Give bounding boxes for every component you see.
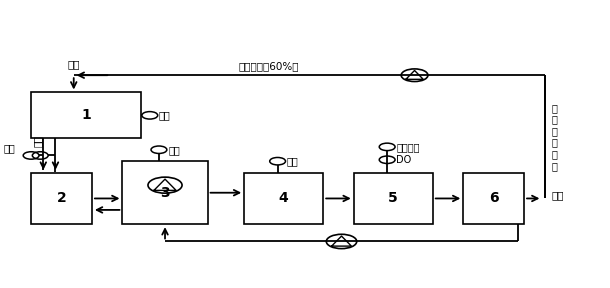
Text: 搞拌: 搞拌: [159, 110, 171, 120]
Text: 变频曝气: 变频曝气: [396, 142, 420, 152]
Text: 污泥回流（60%）: 污泥回流（60%）: [239, 61, 299, 71]
Text: 搞拌: 搞拌: [168, 145, 180, 155]
Bar: [31, 173, 92, 224]
Text: 出水: 出水: [551, 191, 564, 200]
Bar: [354, 173, 433, 224]
Text: 4: 4: [279, 192, 289, 205]
Text: 进水: 进水: [68, 60, 80, 69]
Text: 搞拌: 搞拌: [32, 135, 42, 147]
Text: 剩
余
污
泥
排
放: 剩 余 污 泥 排 放: [551, 103, 558, 171]
Bar: [463, 173, 524, 224]
Text: 搞拌: 搞拌: [4, 143, 16, 153]
Text: 搞拌: 搞拌: [287, 156, 298, 166]
Text: 3: 3: [160, 186, 170, 200]
Text: 5: 5: [389, 192, 398, 205]
Text: 6: 6: [489, 192, 498, 205]
Text: 1: 1: [81, 108, 91, 122]
Text: 2: 2: [57, 192, 66, 205]
Bar: [244, 173, 323, 224]
Bar: [123, 161, 207, 224]
Text: DO: DO: [396, 155, 412, 165]
Bar: [31, 92, 141, 138]
